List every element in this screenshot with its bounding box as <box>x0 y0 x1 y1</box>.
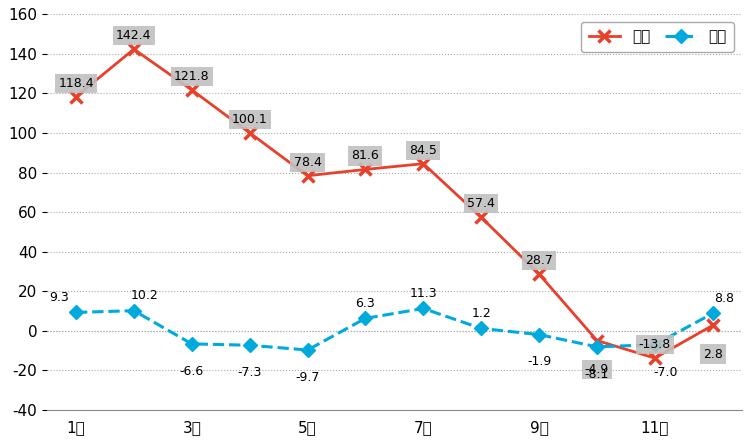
Text: -13.8: -13.8 <box>639 338 671 351</box>
环比 <box>592 344 602 350</box>
Text: -9.7: -9.7 <box>296 371 320 384</box>
Text: 1.2: 1.2 <box>471 307 491 320</box>
环比 <box>130 308 139 313</box>
Text: 28.7: 28.7 <box>525 254 553 267</box>
Text: 142.4: 142.4 <box>116 29 152 42</box>
Text: 100.1: 100.1 <box>232 113 268 126</box>
Text: 9.3: 9.3 <box>50 291 69 304</box>
同比 <box>361 167 370 172</box>
Text: 8.8: 8.8 <box>714 292 734 305</box>
同比 <box>71 94 80 99</box>
Text: 57.4: 57.4 <box>467 197 495 210</box>
Text: 84.5: 84.5 <box>410 144 437 157</box>
Text: 78.4: 78.4 <box>293 156 322 169</box>
Legend: 同比, 环比: 同比, 环比 <box>581 22 734 52</box>
Text: -6.6: -6.6 <box>180 365 204 378</box>
同比 <box>650 355 659 361</box>
Text: -7.0: -7.0 <box>654 365 678 378</box>
Text: 81.6: 81.6 <box>352 149 380 163</box>
环比 <box>535 332 544 337</box>
Text: 6.3: 6.3 <box>356 297 375 310</box>
Text: 11.3: 11.3 <box>410 287 437 300</box>
Text: -7.3: -7.3 <box>238 366 262 379</box>
环比 <box>245 342 254 348</box>
同比 <box>708 323 717 328</box>
环比 <box>419 306 428 311</box>
环比 <box>71 310 80 315</box>
同比 <box>592 338 602 343</box>
同比 <box>188 87 196 93</box>
Text: 10.2: 10.2 <box>131 289 159 302</box>
Line: 同比: 同比 <box>70 43 719 365</box>
环比 <box>650 342 659 347</box>
Text: -1.9: -1.9 <box>527 355 551 369</box>
Text: 121.8: 121.8 <box>174 70 209 83</box>
环比 <box>188 341 196 346</box>
Text: -4.9: -4.9 <box>585 363 609 376</box>
同比 <box>245 130 254 136</box>
同比 <box>477 214 486 220</box>
环比 <box>361 316 370 321</box>
Text: 2.8: 2.8 <box>703 347 723 361</box>
同比 <box>303 173 312 179</box>
环比 <box>303 347 312 353</box>
同比 <box>535 272 544 277</box>
Line: 环比: 环比 <box>71 303 718 355</box>
Text: -8.1: -8.1 <box>585 368 609 381</box>
同比 <box>130 47 139 52</box>
环比 <box>477 326 486 331</box>
环比 <box>708 311 717 316</box>
同比 <box>419 161 428 166</box>
Text: 118.4: 118.4 <box>58 77 94 89</box>
